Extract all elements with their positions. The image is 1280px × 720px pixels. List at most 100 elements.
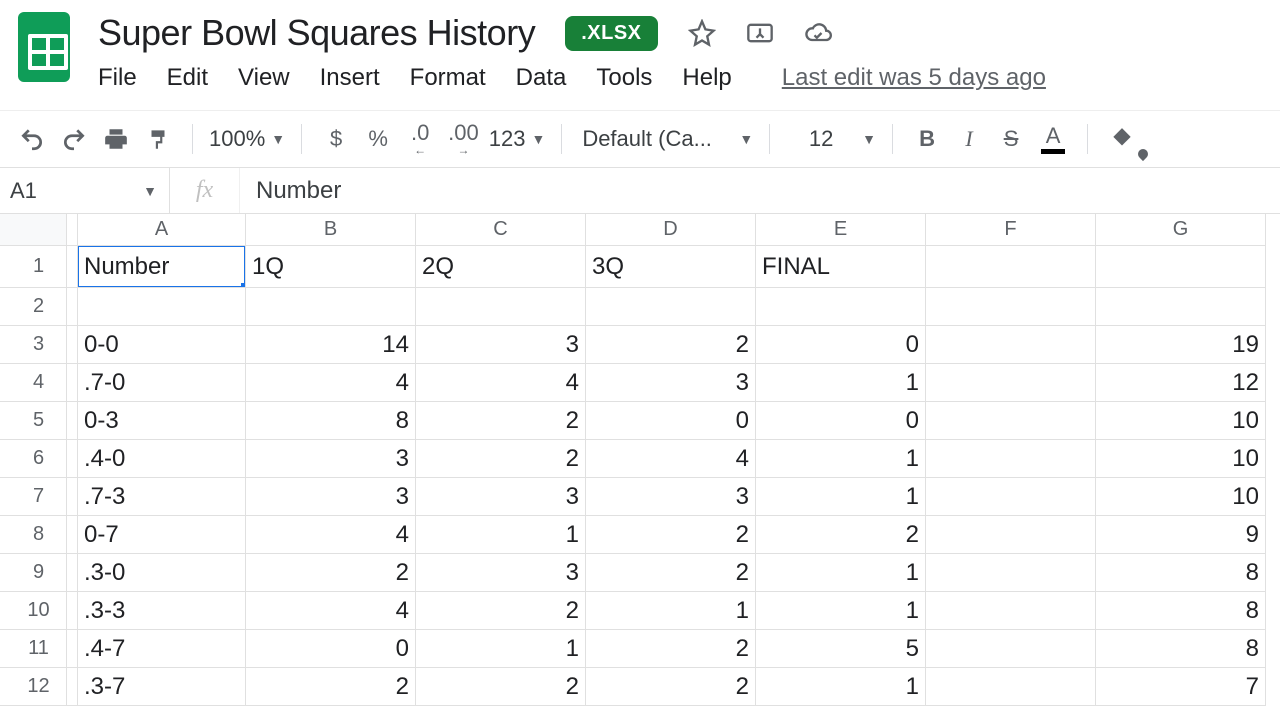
cell-E9[interactable]: 1	[756, 554, 926, 592]
sheets-logo[interactable]	[18, 12, 70, 82]
select-all-corner[interactable]	[0, 214, 78, 246]
cell-F8[interactable]	[926, 516, 1096, 554]
cell-B5[interactable]: 8	[246, 402, 416, 440]
cell-D9[interactable]: 2	[586, 554, 756, 592]
cell-D6[interactable]: 4	[586, 440, 756, 478]
cell-C11[interactable]: 1	[416, 630, 586, 668]
cell-F10[interactable]	[926, 592, 1096, 630]
cell-C9[interactable]: 3	[416, 554, 586, 592]
cell-D4[interactable]: 3	[586, 364, 756, 402]
menu-tools[interactable]: Tools	[596, 64, 652, 92]
row-header-8[interactable]: 8	[0, 516, 78, 554]
cell-F9[interactable]	[926, 554, 1096, 592]
cell-D2[interactable]	[586, 288, 756, 326]
cell-C12[interactable]: 2	[416, 668, 586, 706]
row-header-4[interactable]: 4	[0, 364, 78, 402]
cell-D10[interactable]: 1	[586, 592, 756, 630]
column-header-D[interactable]: D	[586, 214, 756, 246]
cell-E10[interactable]: 1	[756, 592, 926, 630]
cell-A10[interactable]: .3-3	[78, 592, 246, 630]
row-header-2[interactable]: 2	[0, 288, 78, 326]
redo-button[interactable]	[56, 121, 92, 157]
cell-A2[interactable]	[78, 288, 246, 326]
menu-format[interactable]: Format	[410, 64, 486, 92]
cell-E3[interactable]: 0	[756, 326, 926, 364]
cell-B3[interactable]: 14	[246, 326, 416, 364]
cell-C8[interactable]: 1	[416, 516, 586, 554]
cell-B4[interactable]: 4	[246, 364, 416, 402]
cell-E2[interactable]	[756, 288, 926, 326]
menu-file[interactable]: File	[98, 64, 137, 92]
cell-B12[interactable]: 2	[246, 668, 416, 706]
cell-B6[interactable]: 3	[246, 440, 416, 478]
text-color-button[interactable]: A	[1035, 121, 1071, 157]
row-header-10[interactable]: 10	[0, 592, 78, 630]
spreadsheet-grid[interactable]: ABCDEFG1Number1Q2Q3QFINAL230-014320194.7…	[0, 214, 1280, 706]
cell-D1[interactable]: 3Q	[586, 246, 756, 288]
star-icon[interactable]	[688, 19, 716, 47]
menu-view[interactable]: View	[238, 64, 290, 92]
currency-button[interactable]: $	[318, 121, 354, 157]
cell-F7[interactable]	[926, 478, 1096, 516]
cell-G8[interactable]: 9	[1096, 516, 1266, 554]
row-header-11[interactable]: 11	[0, 630, 78, 668]
cell-C6[interactable]: 2	[416, 440, 586, 478]
cell-E1[interactable]: FINAL	[756, 246, 926, 288]
row-header-9[interactable]: 9	[0, 554, 78, 592]
font-size-dropdown[interactable]: 12 ▼	[786, 126, 876, 152]
cell-B2[interactable]	[246, 288, 416, 326]
column-header-C[interactable]: C	[416, 214, 586, 246]
cell-E5[interactable]: 0	[756, 402, 926, 440]
italic-button[interactable]: I	[951, 121, 987, 157]
cell-C10[interactable]: 2	[416, 592, 586, 630]
cell-E6[interactable]: 1	[756, 440, 926, 478]
move-to-drive-icon[interactable]	[746, 19, 774, 47]
menu-data[interactable]: Data	[516, 64, 567, 92]
cell-C4[interactable]: 4	[416, 364, 586, 402]
cell-D11[interactable]: 2	[586, 630, 756, 668]
row-header-5[interactable]: 5	[0, 402, 78, 440]
cell-E11[interactable]: 5	[756, 630, 926, 668]
cell-B11[interactable]: 0	[246, 630, 416, 668]
cell-G1[interactable]	[1096, 246, 1266, 288]
percent-button[interactable]: %	[360, 121, 396, 157]
cell-A11[interactable]: .4-7	[78, 630, 246, 668]
cloud-status-icon[interactable]	[804, 19, 832, 47]
bold-button[interactable]: B	[909, 121, 945, 157]
cell-F2[interactable]	[926, 288, 1096, 326]
cell-F6[interactable]	[926, 440, 1096, 478]
cell-G4[interactable]: 12	[1096, 364, 1266, 402]
increase-decimal-button[interactable]: .00→	[444, 121, 483, 157]
column-header-E[interactable]: E	[756, 214, 926, 246]
cell-F11[interactable]	[926, 630, 1096, 668]
decrease-decimal-button[interactable]: .0←	[402, 121, 438, 157]
cell-G10[interactable]: 8	[1096, 592, 1266, 630]
cell-E4[interactable]: 1	[756, 364, 926, 402]
print-button[interactable]	[98, 121, 134, 157]
row-header-6[interactable]: 6	[0, 440, 78, 478]
cell-G7[interactable]: 10	[1096, 478, 1266, 516]
cell-D12[interactable]: 2	[586, 668, 756, 706]
cell-F3[interactable]	[926, 326, 1096, 364]
cell-E8[interactable]: 2	[756, 516, 926, 554]
column-header-G[interactable]: G	[1096, 214, 1266, 246]
cell-B8[interactable]: 4	[246, 516, 416, 554]
cell-G9[interactable]: 8	[1096, 554, 1266, 592]
cell-B10[interactable]: 4	[246, 592, 416, 630]
cell-E12[interactable]: 1	[756, 668, 926, 706]
cell-D8[interactable]: 2	[586, 516, 756, 554]
name-box[interactable]: A1 ▼	[0, 168, 170, 213]
paint-format-button[interactable]	[140, 121, 176, 157]
cell-G3[interactable]: 19	[1096, 326, 1266, 364]
column-header-F[interactable]: F	[926, 214, 1096, 246]
cell-F12[interactable]	[926, 668, 1096, 706]
zoom-dropdown[interactable]: 100% ▼	[209, 126, 285, 152]
cell-G11[interactable]: 8	[1096, 630, 1266, 668]
font-family-dropdown[interactable]: Default (Ca... ▼	[578, 126, 753, 152]
cell-G2[interactable]	[1096, 288, 1266, 326]
strikethrough-button[interactable]: S	[993, 121, 1029, 157]
cell-C7[interactable]: 3	[416, 478, 586, 516]
cell-C2[interactable]	[416, 288, 586, 326]
document-title[interactable]: Super Bowl Squares History	[98, 12, 535, 54]
cell-B7[interactable]: 3	[246, 478, 416, 516]
